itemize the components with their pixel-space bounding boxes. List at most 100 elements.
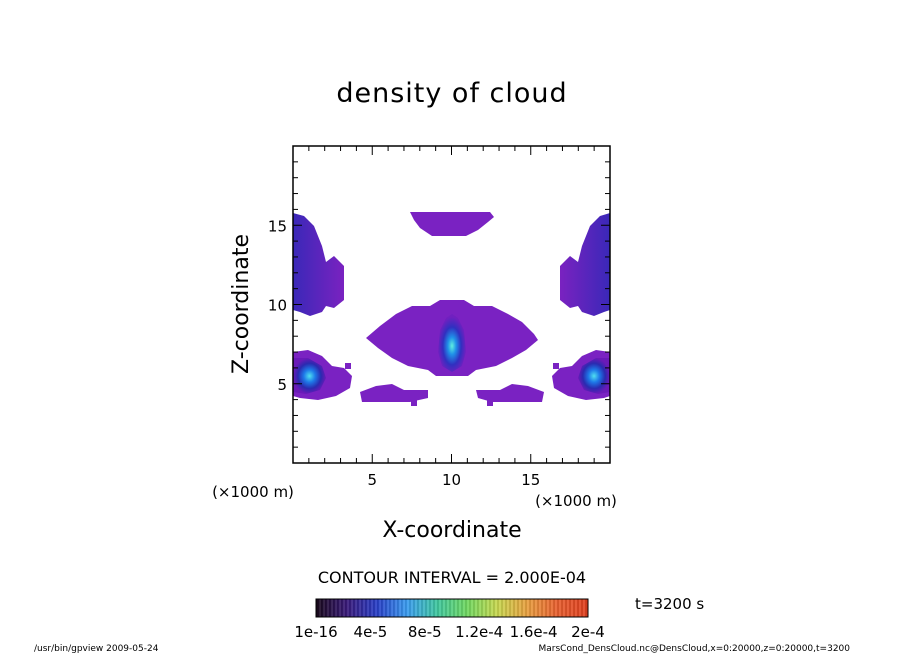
colorbar-stripe: [536, 599, 538, 617]
cloud-speck: [487, 400, 493, 406]
colorbar-stripe: [504, 599, 506, 617]
colorbar-stripe: [580, 599, 582, 617]
colorbar-stripe: [520, 599, 522, 617]
colorbar-stripe: [466, 599, 468, 617]
colorbar-stripe: [412, 599, 414, 617]
colorbar: 1e-16 4e-5 8e-5 1.2e-4 1.6e-4 2e-4: [294, 598, 605, 641]
cloud-speck: [411, 400, 417, 406]
colorbar-stripe: [448, 599, 450, 617]
colorbar-stripe: [476, 599, 478, 617]
colorbar-stripe: [434, 599, 436, 617]
colorbar-tick-labels: 1e-16 4e-5 8e-5 1.2e-4 1.6e-4 2e-4: [294, 623, 605, 641]
colorbar-stripe: [322, 599, 324, 617]
y-tick-label: 15: [268, 217, 287, 235]
cloud-region-lower-left: [360, 384, 428, 402]
colorbar-stripe: [570, 599, 572, 617]
colorbar-stripe: [526, 599, 528, 617]
colorbar-stripe: [332, 599, 334, 617]
colorbar-tick-label: 1.6e-4: [510, 623, 558, 641]
cloud-region-left-upper: [293, 213, 344, 316]
colorbar-stripe: [518, 599, 520, 617]
x-unit-label-left: (×1000 m): [212, 483, 294, 501]
colorbar-tick-label: 1e-16: [294, 623, 337, 641]
colorbar-stripe: [422, 599, 424, 617]
colorbar-stripe: [586, 599, 588, 617]
colorbar-stripe: [452, 599, 454, 617]
colorbar-stripe: [454, 599, 456, 617]
colorbar-stripe: [378, 599, 380, 617]
colorbar-stripe: [376, 599, 378, 617]
colorbar-stripe: [370, 599, 372, 617]
colorbar-stripe: [488, 599, 490, 617]
colorbar-stripe: [530, 599, 532, 617]
colorbar-stripe: [436, 599, 438, 617]
colorbar-stripe: [438, 599, 440, 617]
colorbar-tick-label: 4e-5: [354, 623, 388, 641]
colorbar-stripe: [348, 599, 350, 617]
colorbar-stripe: [534, 599, 536, 617]
colorbar-stripe: [416, 599, 418, 617]
colorbar-stripe: [576, 599, 578, 617]
chart-title: density of cloud: [336, 78, 567, 109]
cloud-region-top: [410, 212, 494, 236]
colorbar-stripe: [430, 599, 432, 617]
colorbar-stripe: [512, 599, 514, 617]
colorbar-stripe: [562, 599, 564, 617]
y-tick-label: 10: [268, 297, 287, 315]
colorbar-stripe: [386, 599, 388, 617]
colorbar-stripe: [492, 599, 494, 617]
colorbar-stripe: [418, 599, 420, 617]
colorbar-stripe: [328, 599, 330, 617]
colorbar-stripe: [498, 599, 500, 617]
colorbar-stripe: [444, 599, 446, 617]
colorbar-tick-label: 2e-4: [571, 623, 605, 641]
colorbar-stripe: [548, 599, 550, 617]
colorbar-stripe: [522, 599, 524, 617]
axis-ticks: [293, 146, 610, 463]
colorbar-stripe: [426, 599, 428, 617]
colorbar-stripe: [318, 599, 320, 617]
y-axis-label: Z-coordinate: [229, 234, 254, 374]
colorbar-stripe: [364, 599, 366, 617]
contour-interval: CONTOUR INTERVAL = 2.000E-04: [318, 568, 586, 587]
colorbar-stripe: [450, 599, 452, 617]
colorbar-stripe: [432, 599, 434, 617]
colorbar-stripe: [406, 599, 408, 617]
colorbar-stripe: [442, 599, 444, 617]
colorbar-stripe: [384, 599, 386, 617]
colorbar-stripe: [396, 599, 398, 617]
colorbar-stripe: [428, 599, 430, 617]
colorbar-stripes: [315, 599, 588, 617]
plot-area: 5 10 15 5 10 15: [268, 145, 611, 489]
colorbar-stripe: [568, 599, 570, 617]
colorbar-stripe: [382, 599, 384, 617]
colorbar-tick-label: 1.2e-4: [455, 623, 503, 641]
colorbar-stripe: [550, 599, 552, 617]
colorbar-stripe: [424, 599, 426, 617]
cloud-speck: [345, 363, 351, 369]
colorbar-stripe: [346, 599, 348, 617]
colorbar-stripe: [484, 599, 486, 617]
colorbar-stripe: [500, 599, 502, 617]
time-label: t=3200 s: [635, 595, 704, 613]
colorbar-stripe: [402, 599, 404, 617]
colorbar-stripe: [414, 599, 416, 617]
colorbar-stripe: [540, 599, 542, 617]
colorbar-stripe: [362, 599, 364, 617]
colorbar-stripe: [490, 599, 492, 617]
colorbar-tick-label: 8e-5: [408, 623, 442, 641]
colorbar-stripe: [494, 599, 496, 617]
colorbar-stripe: [374, 599, 376, 617]
colorbar-stripe: [326, 599, 328, 617]
cloud-core-left-lower: [293, 358, 326, 394]
colorbar-stripe: [542, 599, 544, 617]
colorbar-stripe: [344, 599, 346, 617]
colorbar-stripe: [572, 599, 574, 617]
colorbar-stripe: [516, 599, 518, 617]
colorbar-stripe: [420, 599, 422, 617]
footer-right: MarsCond_DensCloud.nc@DensCloud,x=0:2000…: [539, 644, 851, 654]
colorbar-stripe: [390, 599, 392, 617]
colorbar-stripe: [336, 599, 338, 617]
colorbar-stripe: [474, 599, 476, 617]
